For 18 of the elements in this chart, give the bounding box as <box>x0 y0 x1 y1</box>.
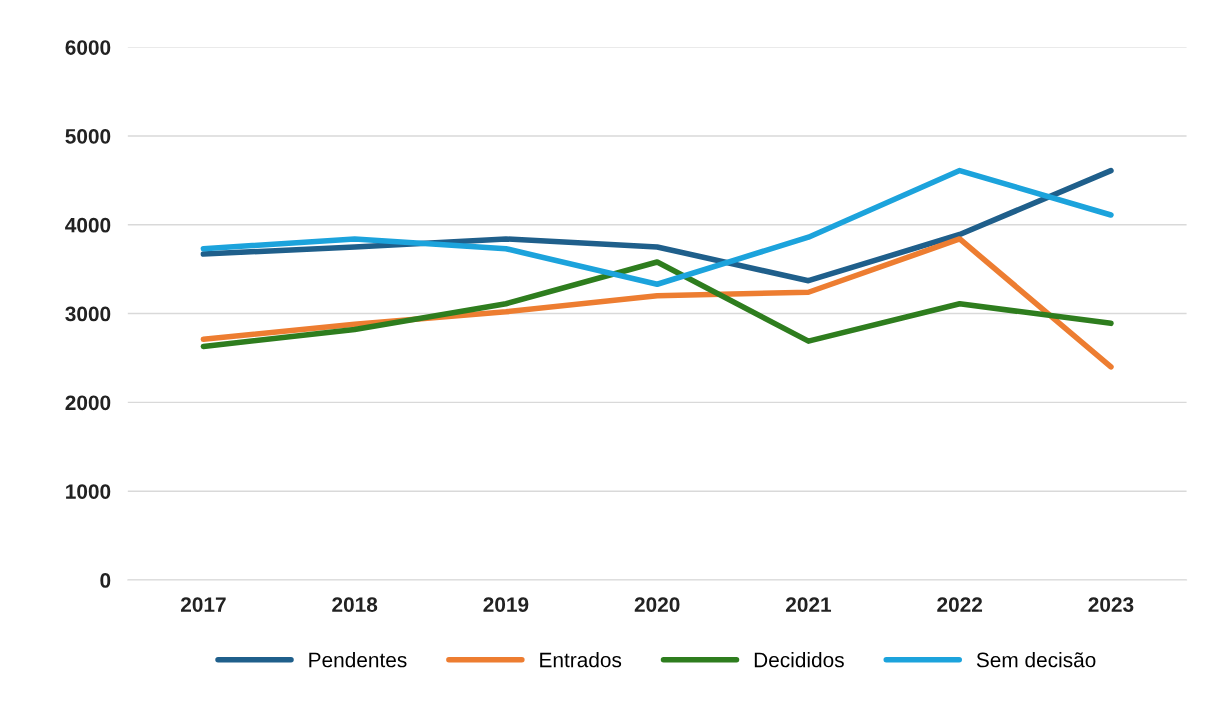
legend-label: Decididos <box>754 652 844 668</box>
x-tick-label: 2019 <box>483 597 529 612</box>
x-tick-label: 2017 <box>180 597 226 612</box>
legend-label: Entrados <box>540 652 622 668</box>
y-tick-label: 2000 <box>65 395 111 411</box>
x-tick-label: 2020 <box>634 597 680 612</box>
y-tick-label: 4000 <box>65 217 111 233</box>
x-tick-label: 2018 <box>332 597 378 612</box>
x-tick-label: 2021 <box>785 597 832 612</box>
y-tick-label: 6000 <box>65 40 111 55</box>
y-tick-label: 5000 <box>65 128 111 144</box>
y-tick-label: 3000 <box>65 306 111 322</box>
y-tick-label: 0 <box>100 573 111 588</box>
x-tick-label: 2023 <box>1088 597 1134 612</box>
x-tick-label: 2022 <box>937 597 983 612</box>
legend-label: Sem decisão <box>976 652 1096 668</box>
y-tick-label: 1000 <box>66 484 111 499</box>
legend-label: Pendentes <box>309 652 407 668</box>
